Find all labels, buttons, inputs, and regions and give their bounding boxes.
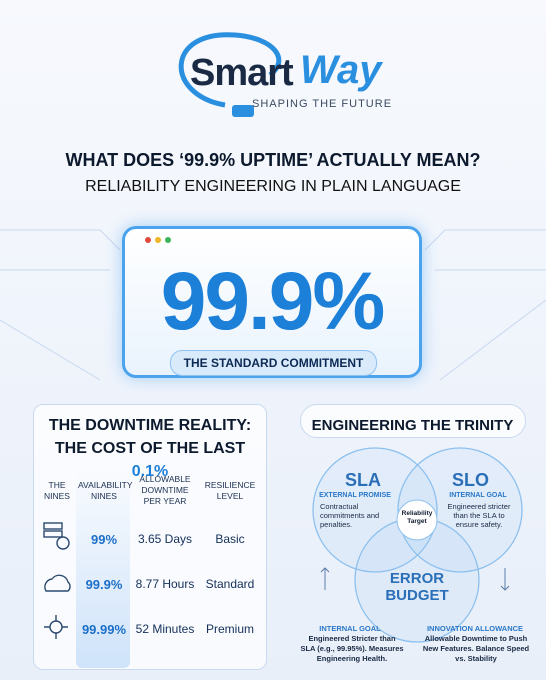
dot: [145, 237, 151, 243]
trinity-title-pill: [300, 404, 526, 438]
logo-tagline: SHAPING THE FUTURE: [252, 98, 393, 110]
table-header: ALLOWABLE DOWNTIME PER YEAR: [139, 474, 191, 506]
cell: Premium: [205, 622, 254, 636]
dot: [165, 237, 171, 243]
table-header: RESILIENCE LEVEL: [204, 480, 256, 501]
budget-line: ERROR: [389, 570, 445, 587]
line: [0, 229, 121, 251]
hero-value: 99.9%: [160, 256, 386, 347]
cell: 99.9%: [85, 577, 123, 592]
network-icon: [49, 620, 63, 634]
cloud-icon: [44, 574, 71, 592]
note-kicker: INTERNAL GOAL: [319, 624, 381, 633]
line: [439, 299, 546, 381]
logo-brand: Smart: [190, 52, 294, 94]
highlight: 0.1%: [131, 463, 169, 480]
hero-caption: THE STANDARD COMMITMENT: [170, 350, 377, 376]
cell: 52 Minutes: [135, 622, 195, 636]
center-label: Reliability Target: [401, 510, 433, 525]
downtime-title: THE DOWNTIME REALITY: THE COST OF THE LA…: [35, 414, 265, 483]
note-kicker: INNOVATION ALLOWANCE: [426, 624, 524, 633]
dot: [155, 237, 161, 243]
logo-bulb: [178, 32, 282, 108]
cell: 3.65 Days: [137, 532, 193, 546]
venn: [312, 447, 523, 643]
arrow: [320, 567, 330, 590]
note-text: Engineered Stricter than SLA (e.g., 99.9…: [300, 634, 404, 663]
note-text: Allowable Downtime to Push New Features.…: [422, 634, 530, 663]
table-header: AVAILABILITY NINES: [78, 480, 133, 501]
clock-icon: [56, 536, 70, 550]
sla-text: Contractual commitments and penalties.: [320, 502, 380, 529]
trinity-title: ENGINEERING THE TRINITY: [311, 417, 514, 434]
arrow: [500, 568, 510, 591]
cell: 99%: [90, 532, 118, 547]
cell: Standard: [205, 577, 255, 591]
cell: 8.77 Hours: [135, 577, 195, 591]
slo-text: Engineered stricter than the SLA to ensu…: [447, 502, 511, 529]
subtitle: RELIABILITY ENGINEERING IN PLAIN LANGUAG…: [85, 178, 461, 195]
line: [0, 319, 101, 381]
sla-kicker: EXTERNAL PROMISE: [319, 492, 391, 499]
title-line: THE DOWNTIME REALITY:: [48, 417, 252, 434]
title-line: THE COST OF THE LAST 0.1%: [35, 437, 265, 483]
logo-base: [232, 105, 254, 117]
line: [424, 229, 546, 251]
cell: Basic: [215, 532, 245, 546]
row-icons: [43, 522, 71, 639]
server-icon: [43, 530, 63, 538]
target-circle: [396, 499, 438, 541]
logo-mark: Way: [300, 48, 382, 92]
cell: 99.99%: [81, 622, 127, 637]
budget-line: BUDGET: [385, 587, 449, 604]
network-icon: [44, 615, 68, 639]
server-icon: [43, 522, 63, 530]
slo-kicker: INTERNAL GOAL: [449, 492, 507, 499]
table-header: THE NINES: [44, 480, 70, 501]
error-budget: ERROR BUDGET: [370, 570, 464, 604]
slo-circle: [397, 447, 523, 573]
title: WHAT DOES ‘99.9% UPTIME’ ACTUALLY MEAN?: [65, 150, 481, 170]
circuit-lines: [0, 229, 546, 381]
downtime-panel: [33, 404, 267, 670]
text: THE COST OF THE LAST: [54, 440, 246, 457]
highlight-column: [76, 468, 130, 668]
slo-label: SLO: [452, 470, 490, 490]
sla-label: SLA: [345, 470, 381, 490]
